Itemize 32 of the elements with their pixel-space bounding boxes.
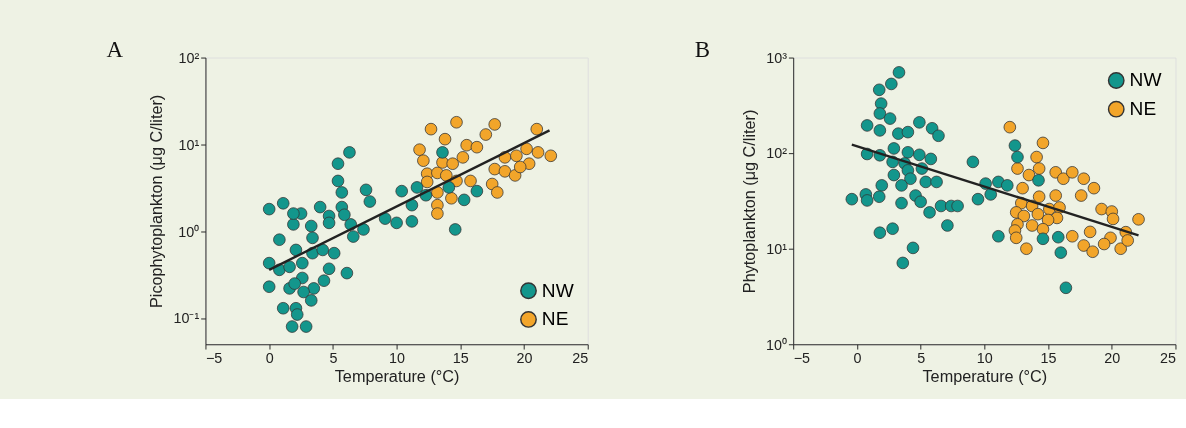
y-tick-label: 10¹ [178,136,200,153]
y-tick-label: 10⁰ [178,223,200,240]
y-tick-label: 10² [178,49,200,66]
x-tick-label: −5 [205,349,223,366]
y-tick-label: 10⁰ [766,336,787,353]
text: B [694,36,711,62]
legend-label: NE [541,308,569,330]
y-axis-title: Phytoplankton (μg C/liter) [739,109,758,294]
x-tick-label: −5 [793,349,811,366]
x-tick-label: 15 [452,349,469,366]
y-axis-title: Picophytoplankton (μg C/liter) [147,94,166,309]
x-tick-label: 25 [572,349,589,366]
y-tick-label: 10² [766,145,788,162]
x-axis-title: Temperature (°C) [922,367,1048,386]
x-tick-label: 20 [1104,349,1121,366]
x-tick-label: 0 [265,349,274,366]
y-tick-label: 10³ [766,49,788,66]
legend-label: NE [1129,97,1157,119]
x-tick-label: 10 [389,349,406,366]
x-tick-label: 5 [329,349,338,366]
legend-label: NW [1129,69,1162,91]
x-tick-label: 20 [516,349,533,366]
y-tick-label: 10¹ [766,240,788,257]
x-tick-label: 10 [976,349,993,366]
x-tick-label: 15 [1040,349,1057,366]
y-tick-label: 10⁻¹ [173,310,200,327]
text: A [106,36,124,62]
x-tick-label: 25 [1160,349,1176,366]
x-tick-label: 0 [853,349,862,366]
legend-label: NW [541,279,574,301]
x-axis-title: Temperature (°C) [334,367,460,386]
x-tick-label: 5 [917,349,926,366]
